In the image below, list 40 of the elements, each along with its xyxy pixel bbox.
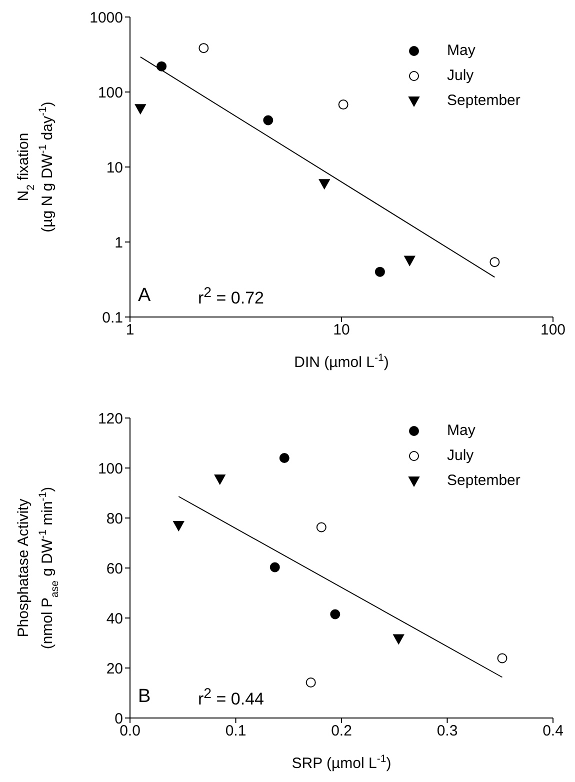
x-axis-title: DIN (µmol L$^{-1}$) <box>294 352 389 371</box>
x-tick-label: 0.2 <box>331 722 352 740</box>
x-axis-title: SRP (µmol L$^{-1}$) <box>292 753 392 772</box>
point <box>393 634 404 644</box>
annotation: r$^{2}$ = 0.72 <box>198 285 264 309</box>
point <box>497 653 508 664</box>
y-tick-label: 20 <box>106 660 123 678</box>
point <box>316 522 326 532</box>
point <box>173 521 184 531</box>
y-tick-label: 10 <box>106 159 123 176</box>
legend-label: May <box>447 422 476 439</box>
point <box>330 609 340 620</box>
legend-label: July <box>447 447 474 464</box>
y-tick-label: 1000 <box>90 9 123 26</box>
x-tick-label: 1 <box>126 322 134 339</box>
legend-label: May <box>447 42 476 59</box>
x-tick-label: 0.0 <box>120 722 140 740</box>
legend-label: September <box>447 92 520 109</box>
y-tick-label: 80 <box>106 510 123 528</box>
x-tick-label: 0.1 <box>225 722 246 740</box>
point <box>306 678 316 688</box>
point <box>279 453 290 463</box>
y-tick-label: 0.1 <box>102 309 123 326</box>
y-tick-label: 100 <box>98 84 123 102</box>
y-tick-label: 1 <box>114 234 123 252</box>
annotation: A <box>138 285 151 307</box>
annotation: B <box>138 686 151 708</box>
y-tick-label: 100 <box>98 460 123 478</box>
point <box>270 562 280 572</box>
legend-label: September <box>447 472 520 489</box>
x-tick-label: 0.4 <box>542 722 564 740</box>
annotation: r$^{2}$ = 0.44 <box>198 686 264 710</box>
x-tick-label: 0.3 <box>436 722 458 740</box>
y-tick-label: 60 <box>106 560 123 578</box>
y-tick-label: 40 <box>106 610 123 628</box>
y-tick-label: 120 <box>98 410 123 428</box>
legend-label: July <box>447 67 474 84</box>
x-tick-label: 10 <box>333 322 350 339</box>
x-tick-label: 100 <box>540 322 566 339</box>
point <box>214 474 226 484</box>
